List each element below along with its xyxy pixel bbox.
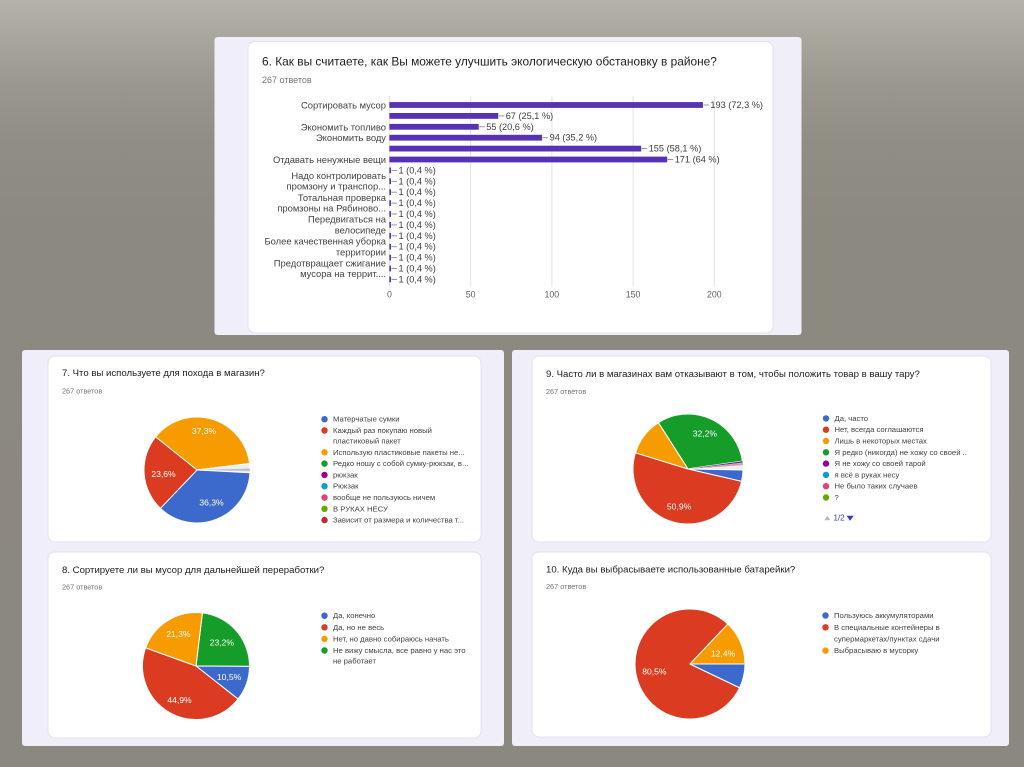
svg-text:Экономить воду: Экономить воду bbox=[316, 132, 386, 143]
svg-text:Зависит от размера и количеств: Зависит от размера и количества т... bbox=[333, 516, 464, 525]
svg-text:9. Часто ли в магазинах вам от: 9. Часто ли в магазинах вам отказывают в… bbox=[546, 369, 920, 380]
svg-text:Выбрасываю в мусорку: Выбрасываю в мусорку bbox=[834, 646, 918, 655]
svg-text:В РУКАХ НЕСУ: В РУКАХ НЕСУ bbox=[333, 504, 388, 513]
svg-text:Более качественная уборка: Более качественная уборка bbox=[264, 236, 386, 247]
svg-text:193 (72,3 %): 193 (72,3 %) bbox=[710, 100, 763, 110]
svg-text:Пользуюсь аккумуляторами: Пользуюсь аккумуляторами bbox=[834, 611, 934, 620]
svg-text:Я редко (никогда) не хожу со с: Я редко (никогда) не хожу со своей .. bbox=[835, 448, 967, 457]
svg-text:67 (25,1 %): 67 (25,1 %) bbox=[506, 111, 554, 121]
svg-text:32,2%: 32,2% bbox=[693, 428, 718, 438]
svg-text:8. Сортируете ли вы мусор для: 8. Сортируете ли вы мусор для дальнейшей… bbox=[62, 565, 324, 576]
svg-text:Тотальная проверка: Тотальная проверка bbox=[298, 192, 387, 203]
svg-text:Передвигаться на: Передвигаться на bbox=[308, 214, 387, 225]
svg-text:267 ответов: 267 ответов bbox=[262, 75, 312, 85]
svg-text:23,6%: 23,6% bbox=[151, 469, 176, 479]
svg-text:Использую пластиковые пакеты н: Использую пластиковые пакеты не... bbox=[333, 448, 465, 457]
svg-text:Отдавать ненужные вещи: Отдавать ненужные вещи bbox=[273, 154, 386, 165]
svg-text:рюкзак: рюкзак bbox=[333, 470, 358, 479]
svg-text:1 (0,4 %): 1 (0,4 %) bbox=[399, 187, 436, 197]
svg-text:0: 0 bbox=[387, 290, 392, 300]
svg-text:6. Как вы считаете, как Вы мож: 6. Как вы считаете, как Вы можете улучши… bbox=[262, 55, 717, 69]
svg-text:7. Что вы используете для похо: 7. Что вы используете для похода в магаз… bbox=[62, 368, 265, 379]
svg-text:50: 50 bbox=[466, 290, 476, 300]
svg-text:Я не хожу со своей тарой: Я не хожу со своей тарой bbox=[835, 459, 926, 468]
svg-text:100: 100 bbox=[545, 290, 560, 300]
svg-text:Надо контролировать: Надо контролировать bbox=[291, 170, 386, 181]
svg-text:велосипеде: велосипеде bbox=[335, 225, 386, 236]
svg-text:Нет, всегда соглашаются: Нет, всегда соглашаются bbox=[835, 425, 924, 434]
svg-text:150: 150 bbox=[626, 290, 641, 300]
svg-text:267 ответов: 267 ответов bbox=[546, 582, 586, 591]
svg-text:супермаркетах/пунктах сдачи: супермаркетах/пунктах сдачи bbox=[834, 634, 940, 643]
svg-text:171 (64 %): 171 (64 %) bbox=[675, 155, 720, 165]
svg-text:1 (0,4 %): 1 (0,4 %) bbox=[399, 165, 436, 175]
svg-text:1 (0,4 %): 1 (0,4 %) bbox=[399, 209, 436, 219]
svg-text:36,3%: 36,3% bbox=[199, 498, 224, 508]
svg-text:50,9%: 50,9% bbox=[667, 501, 692, 511]
svg-text:Каждый раз покупаю новый: Каждый раз покупаю новый bbox=[333, 426, 432, 435]
svg-text:10. Куда вы выбрасываете испол: 10. Куда вы выбрасываете использованные … bbox=[546, 565, 795, 576]
svg-text:не работает: не работает bbox=[333, 657, 376, 666]
svg-text:1 (0,4 %): 1 (0,4 %) bbox=[399, 231, 436, 241]
svg-text:80,5%: 80,5% bbox=[642, 667, 667, 677]
svg-text:267 ответов: 267 ответов bbox=[62, 583, 102, 592]
svg-text:155 (58,1 %): 155 (58,1 %) bbox=[649, 144, 702, 154]
svg-text:12,4%: 12,4% bbox=[711, 648, 736, 658]
svg-text:пластиковый пакет: пластиковый пакет bbox=[333, 437, 401, 446]
svg-text:23,2%: 23,2% bbox=[210, 638, 235, 648]
svg-text:вообще не пользуюсь ничем: вообще не пользуюсь ничем bbox=[333, 493, 435, 502]
svg-text:21,3%: 21,3% bbox=[166, 629, 191, 639]
svg-text:Матерчатые сумки: Матерчатые сумки bbox=[333, 415, 400, 424]
svg-text:Да, но не весь: Да, но не весь bbox=[333, 623, 384, 632]
svg-text:37,3%: 37,3% bbox=[192, 426, 217, 436]
svg-text:10,5%: 10,5% bbox=[217, 672, 242, 682]
svg-text:267 ответов: 267 ответов bbox=[62, 387, 102, 396]
svg-text:Экономить топливо: Экономить топливо bbox=[301, 121, 386, 132]
svg-text:200: 200 bbox=[707, 290, 722, 300]
svg-text:В специальные контейнеры в: В специальные контейнеры в bbox=[834, 623, 940, 632]
svg-text:1 (0,4 %): 1 (0,4 %) bbox=[399, 253, 436, 263]
svg-text:Редко ношу с собой сумку-рюкза: Редко ношу с собой сумку-рюкзак, в... bbox=[333, 459, 468, 468]
svg-text:Не вижу смысла, все равно у на: Не вижу смысла, все равно у нас это bbox=[333, 646, 466, 655]
svg-text:1 (0,4 %): 1 (0,4 %) bbox=[399, 198, 436, 208]
svg-text:Сортировать мусор: Сортировать мусор bbox=[301, 100, 386, 111]
svg-text:я всё в руках несу: я всё в руках несу bbox=[835, 470, 900, 479]
svg-text:территории: территории bbox=[336, 246, 386, 257]
svg-text:267 ответов: 267 ответов bbox=[546, 387, 586, 396]
svg-text:1 (0,4 %): 1 (0,4 %) bbox=[399, 176, 436, 186]
svg-text:мусора на террит....: мусора на террит.... bbox=[300, 268, 386, 279]
svg-text:1 (0,4 %): 1 (0,4 %) bbox=[399, 220, 436, 230]
svg-text:промзону и транспор...: промзону и транспор... bbox=[287, 181, 386, 192]
svg-text:94 (35,2 %): 94 (35,2 %) bbox=[550, 133, 598, 143]
svg-text:Да, конечно: Да, конечно bbox=[333, 611, 375, 620]
svg-text:44,9%: 44,9% bbox=[167, 695, 192, 705]
svg-text:1/2: 1/2 bbox=[834, 514, 846, 523]
svg-text:Лишь в некоторых местах: Лишь в некоторых местах bbox=[835, 437, 928, 446]
svg-text:Рюкзак: Рюкзак bbox=[333, 482, 359, 491]
svg-text:Не было таких случаев: Не было таких случаев bbox=[835, 482, 918, 491]
svg-text:1 (0,4 %): 1 (0,4 %) bbox=[399, 242, 436, 252]
svg-text:55 (20,6 %): 55 (20,6 %) bbox=[486, 122, 534, 132]
svg-text:?: ? bbox=[835, 493, 839, 502]
svg-text:1 (0,4 %): 1 (0,4 %) bbox=[399, 264, 436, 274]
svg-text:Предотвращает сжигание: Предотвращает сжигание bbox=[274, 257, 386, 268]
svg-text:промзоны на Рябиново...: промзоны на Рябиново... bbox=[277, 203, 386, 214]
svg-text:Да, часто: Да, часто bbox=[835, 414, 869, 423]
svg-text:1 (0,4 %): 1 (0,4 %) bbox=[399, 274, 436, 284]
svg-text:Нет, но давно собираюсь начать: Нет, но давно собираюсь начать bbox=[333, 634, 449, 643]
